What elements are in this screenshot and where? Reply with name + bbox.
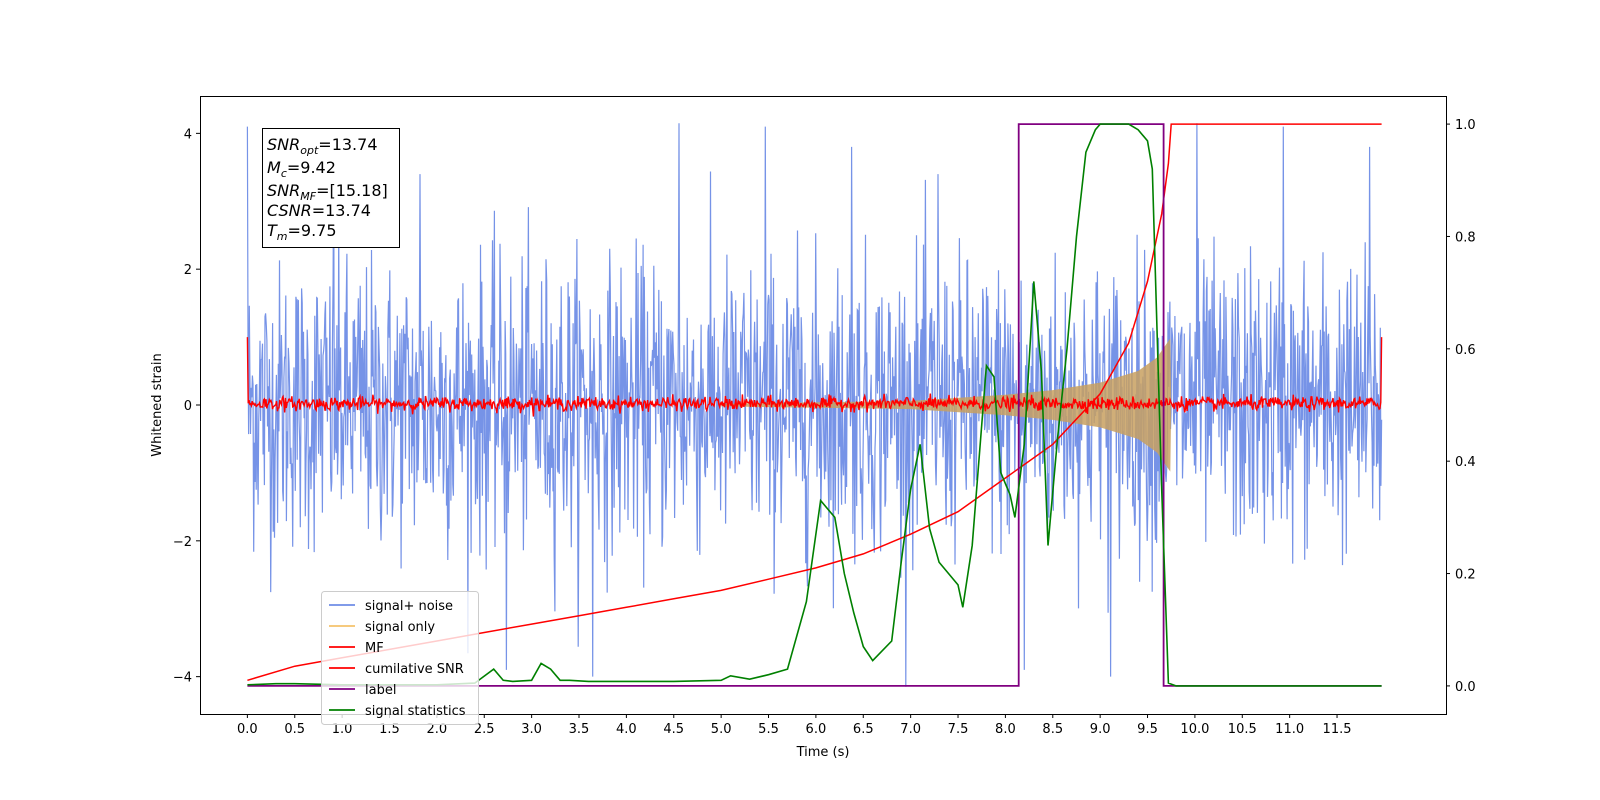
plot-frame	[200, 96, 1447, 715]
x-tick-label: 0.5	[284, 722, 305, 737]
x-tick-label: 6.5	[853, 722, 874, 737]
y-axis-label: Whitened strain	[150, 353, 165, 456]
x-tick-label: 3.0	[521, 722, 542, 737]
legend-label: signal+ noise	[365, 599, 453, 614]
x-tick-label: 7.0	[900, 722, 921, 737]
x-tick-label: 2.0	[427, 722, 448, 737]
y2-tick-label: 0.2	[1455, 568, 1476, 583]
snr-opt-text: SNRopt=13.74	[267, 135, 378, 157]
x-tick-label: 4.5	[663, 722, 684, 737]
x-tick-label: 11.5	[1323, 722, 1352, 737]
x-axis: 0.0 0.5 1.0 1.5 2.0 2.5 3.0 3.5 4.0 4.5 5.0 5.5 6.0 6…	[237, 714, 1352, 737]
legend-label: signal statistics	[365, 704, 466, 719]
y-tick-label: 2	[184, 263, 192, 278]
x-tick-label: 10.5	[1228, 722, 1257, 737]
x-tick-label: 5.5	[758, 722, 779, 737]
legend-label: signal only	[365, 620, 435, 635]
y-tick-label: −4	[173, 671, 192, 686]
x-tick-label: 10.0	[1180, 722, 1209, 737]
y2-tick-label: 0.6	[1455, 343, 1476, 358]
x-tick-label: 4.0	[616, 722, 637, 737]
chirp-mass-text: Mc=9.42	[267, 158, 336, 180]
series-signal-statistics	[247, 123, 1382, 687]
y2-tick-label: 1.0	[1455, 118, 1476, 133]
x-tick-label: 8.0	[995, 722, 1016, 737]
x-tick-label: 3.5	[569, 722, 590, 737]
y2-tick-label: 0.4	[1455, 455, 1476, 470]
legend: signal+ noise signal only MF cumilative SNR…	[321, 591, 479, 725]
x-tick-label: 5.0	[711, 722, 732, 737]
x-tick-label: 9.5	[1137, 722, 1158, 737]
x-tick-label: 1.0	[332, 722, 353, 737]
x-tick-label: 6.0	[806, 722, 827, 737]
series-mf	[246, 337, 1383, 417]
x-tick-label: 8.5	[1042, 722, 1063, 737]
y-axis: −4 −2 0 2 4	[173, 127, 200, 686]
series-signal-noise	[246, 123, 1383, 687]
x-tick-label: 1.5	[379, 722, 400, 737]
x-tick-label: 11.0	[1275, 722, 1304, 737]
legend-label: label	[365, 683, 396, 698]
y-tick-label: 0	[184, 399, 192, 414]
legend-frame	[321, 591, 479, 725]
x-tick-label: 7.5	[948, 722, 969, 737]
y2-tick-label: 0.8	[1455, 230, 1476, 245]
y2-tick-label: 0.0	[1455, 680, 1476, 695]
x-tick-label: 0.0	[237, 722, 258, 737]
legend-label: cumilative SNR	[365, 662, 464, 677]
y-tick-label: −2	[173, 535, 192, 550]
y-tick-label: 4	[184, 127, 192, 142]
annotation-box: SNRopt=13.74 Mc=9.42 SNRMF=[15.18] CSNR=…	[262, 128, 400, 248]
y2-axis-right: 0.0 0.2 0.4 0.6 0.8 1.0	[1446, 118, 1476, 695]
legend-label: MF	[365, 641, 384, 656]
x-axis-label: Time (s)	[796, 745, 850, 760]
csnr-text: CSNR=13.74	[267, 201, 371, 220]
merger-time-text: Tm=9.75	[267, 221, 337, 243]
x-tick-label: 2.5	[474, 722, 495, 737]
x-tick-label: 9.0	[1090, 722, 1111, 737]
snr-mf-text: SNRMF=[15.18]	[267, 181, 388, 203]
